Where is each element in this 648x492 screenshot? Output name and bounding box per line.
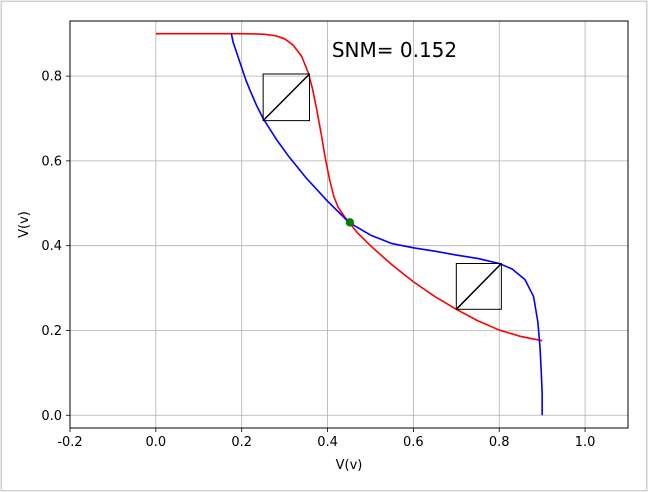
series-group bbox=[155, 32, 543, 416]
snm-diagonal-2 bbox=[455, 262, 502, 310]
x-tick-label: -0.2 bbox=[57, 435, 82, 450]
series-line-1 bbox=[155, 32, 543, 342]
x-tick-label: 0.6 bbox=[403, 435, 424, 450]
y-axis-label: V(v) bbox=[17, 211, 32, 238]
snm-square-2 bbox=[455, 263, 502, 310]
snm-annotation: SNM= 0.152 bbox=[332, 38, 457, 62]
intersection-point bbox=[345, 218, 355, 227]
series-line-2 bbox=[230, 33, 543, 416]
intersection-group bbox=[345, 218, 355, 227]
y-tick-label: 0.6 bbox=[41, 154, 62, 169]
y-tick-label: 0.0 bbox=[41, 409, 62, 424]
x-tick-label: 0.2 bbox=[231, 435, 252, 450]
ticks-group: -0.2 0.0 0.2 0.4 0.6 0.8 1.0 0.0 0.2 0.4 0.6 0.8 bbox=[41, 70, 595, 450]
y-tick-label: 0.8 bbox=[41, 70, 62, 85]
axes-frame bbox=[69, 20, 629, 429]
y-tick-label: 0.2 bbox=[41, 324, 62, 339]
y-tick-label: 0.4 bbox=[41, 239, 62, 254]
snm-diagonal-1 bbox=[262, 73, 311, 122]
snm-squares bbox=[262, 73, 502, 310]
x-tick-label: 0.8 bbox=[489, 435, 510, 450]
snm-square-1 bbox=[262, 73, 311, 122]
x-axis-label: V(v) bbox=[336, 458, 363, 473]
x-tick-label: 0.0 bbox=[146, 435, 167, 450]
x-tick-label: 0.4 bbox=[317, 435, 338, 450]
x-tick-label: 1.0 bbox=[575, 435, 596, 450]
